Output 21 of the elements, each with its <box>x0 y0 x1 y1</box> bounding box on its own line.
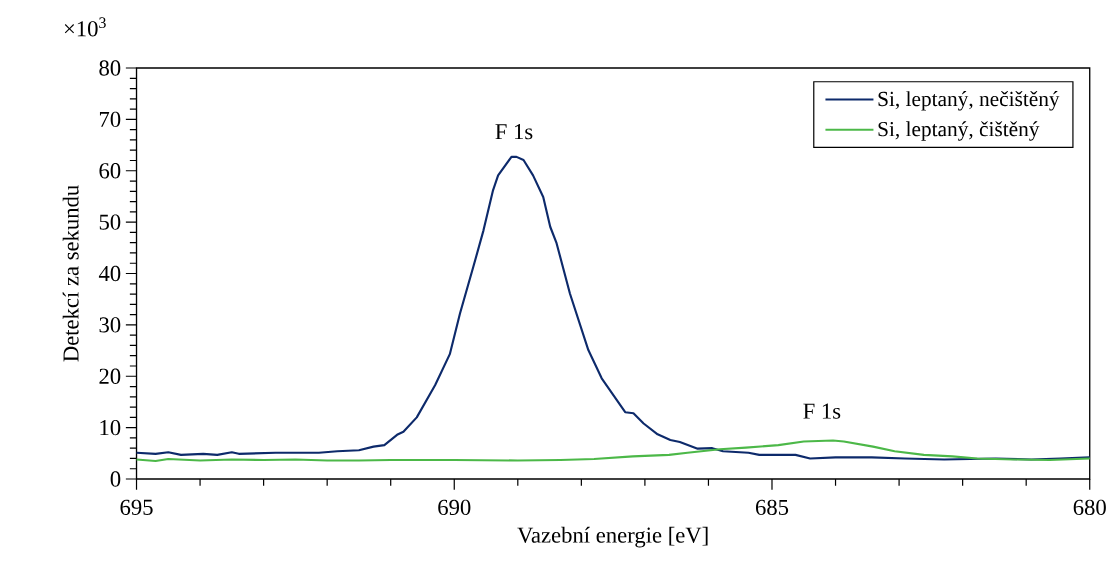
line-series <box>135 439 1091 463</box>
y-tick-label: 80 <box>99 60 121 76</box>
x-tick-label: 695 <box>120 499 153 515</box>
y-tick-label: 50 <box>99 214 121 230</box>
y-axis-title: Detekcí za sekundu <box>62 185 79 362</box>
y-tick-label: 20 <box>99 368 121 384</box>
x-axis-title: Vazební energie [eV] <box>517 526 708 548</box>
y-tick-label: 0 <box>110 471 121 487</box>
y-tick-label: 30 <box>99 317 121 333</box>
y-tick-label: 60 <box>99 163 121 179</box>
x-tick-label: 680 <box>1073 499 1106 516</box>
y-tick-label: 40 <box>98 265 121 282</box>
y-tick-label: 10 <box>100 419 121 436</box>
legend-label: Si, leptaný, čištěný <box>878 121 1040 141</box>
text: ×10$^{3}$ <box>64 17 106 37</box>
x-tick-label: 685 <box>755 499 789 516</box>
annotation: F 1s <box>495 124 533 140</box>
y-tick-label: 70 <box>99 111 121 128</box>
legend-label: Si, leptaný, nečištěný <box>878 91 1060 111</box>
annotation: F 1s <box>803 403 841 419</box>
x-tick-label: 690 <box>438 499 471 516</box>
